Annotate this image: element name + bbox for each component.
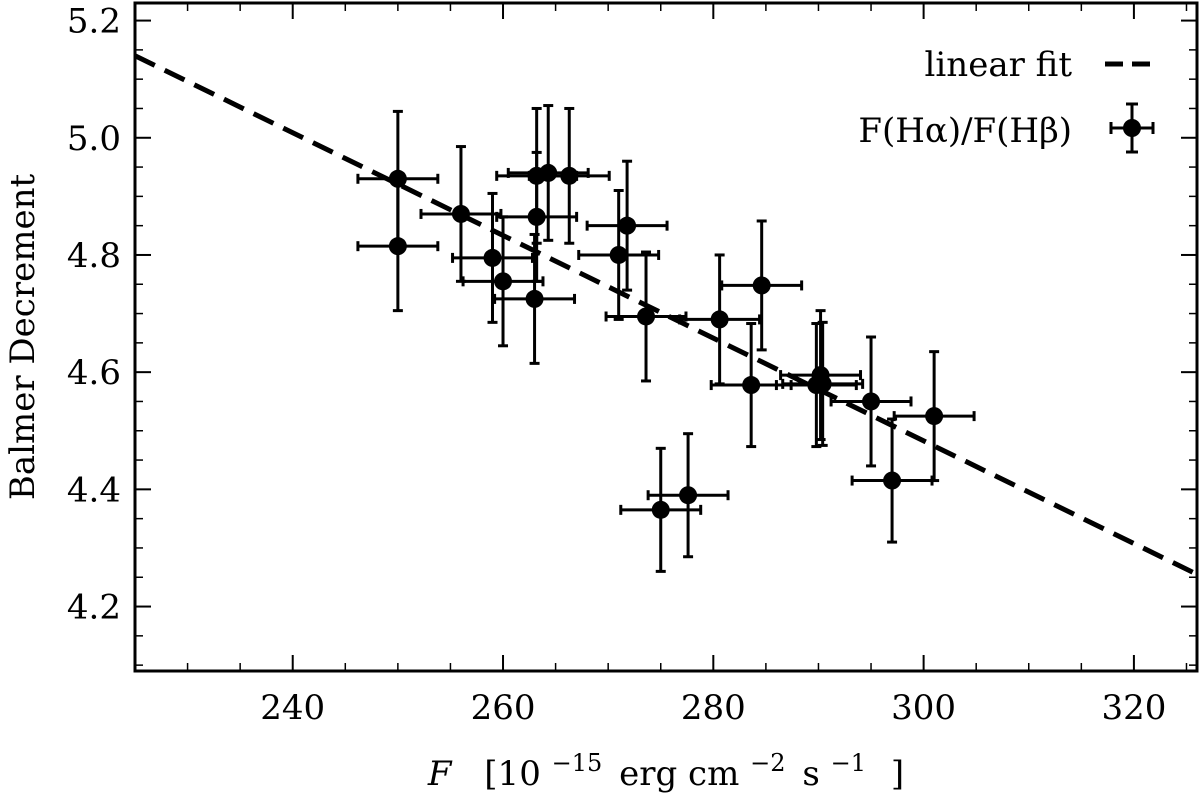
data-point xyxy=(850,417,934,544)
y-tick-label: 5.0 xyxy=(67,119,121,159)
x-tick-label: 240 xyxy=(260,688,325,728)
y-tick-label: 4.6 xyxy=(67,353,121,393)
data-marker xyxy=(525,289,544,308)
x-axis-label-exp1: −15 xyxy=(552,749,603,777)
plot-frame xyxy=(133,1,1199,673)
data-marker xyxy=(618,216,637,235)
data-point xyxy=(527,106,611,245)
data-marker xyxy=(451,204,470,223)
data-marker xyxy=(388,169,407,188)
data-marker xyxy=(752,276,771,295)
data-marker xyxy=(883,471,902,490)
y-tick-label: 4.8 xyxy=(67,236,121,276)
data-marker xyxy=(679,486,698,505)
data-marker xyxy=(637,307,656,326)
data-point xyxy=(829,335,913,468)
data-marker xyxy=(388,237,407,256)
data-marker xyxy=(862,392,881,411)
x-axis-label-mid1: erg cm xyxy=(619,754,739,794)
legend-swatch-balmer-ratio xyxy=(1109,102,1155,154)
x-axis-label-mid2: s xyxy=(802,754,819,794)
y-axis-label: Balmer Decrement xyxy=(3,174,43,501)
x-axis-label-open: [10 xyxy=(484,754,541,794)
data-point xyxy=(585,159,669,292)
y-tick-label: 4.4 xyxy=(67,470,121,510)
data-marker xyxy=(560,166,579,185)
x-tick-label: 300 xyxy=(891,688,956,728)
x-axis-label-close: ] xyxy=(891,754,904,794)
data-point xyxy=(577,189,661,321)
x-axis-label-var: F xyxy=(427,754,453,794)
data-marker xyxy=(925,407,944,426)
data-point xyxy=(678,253,762,386)
data-layer xyxy=(135,53,1197,577)
x-tick-label: 260 xyxy=(471,688,536,728)
y-tick-label: 4.2 xyxy=(67,588,121,628)
legend: linear fit F(Hα)/F(Hβ) xyxy=(858,45,1157,154)
data-point xyxy=(720,219,804,352)
data-point xyxy=(646,432,730,559)
data-point xyxy=(779,309,863,442)
data-marker xyxy=(710,310,729,329)
data-point xyxy=(781,320,865,447)
x-tick-label: 320 xyxy=(1101,688,1166,728)
data-point xyxy=(461,215,545,348)
legend-label-balmer-ratio: F(Hα)/F(Hβ) xyxy=(858,111,1072,151)
tick-layer: 240 260 280 300 320 4.2 4.4 4.6 4.8 5.0 5.2 xyxy=(67,2,1197,728)
data-point xyxy=(356,180,440,313)
data-point xyxy=(451,191,534,324)
data-marker xyxy=(539,163,558,182)
x-tick-label: 280 xyxy=(681,688,746,728)
x-axis-label: F [10 −15 erg cm −2 s −1 ] xyxy=(427,740,904,794)
data-point xyxy=(892,350,976,483)
y-tick-label: 5.2 xyxy=(67,2,121,42)
data-marker xyxy=(483,248,502,267)
data-marker xyxy=(813,374,832,393)
data-marker xyxy=(651,500,670,519)
legend-label-linear-fit: linear fit xyxy=(925,45,1073,85)
x-axis-label-exp2: −2 xyxy=(750,749,785,777)
data-marker xyxy=(742,376,761,395)
data-marker xyxy=(494,272,513,291)
data-marker xyxy=(609,245,628,264)
x-axis-label-exp3: −1 xyxy=(831,749,866,777)
data-point xyxy=(493,232,577,365)
